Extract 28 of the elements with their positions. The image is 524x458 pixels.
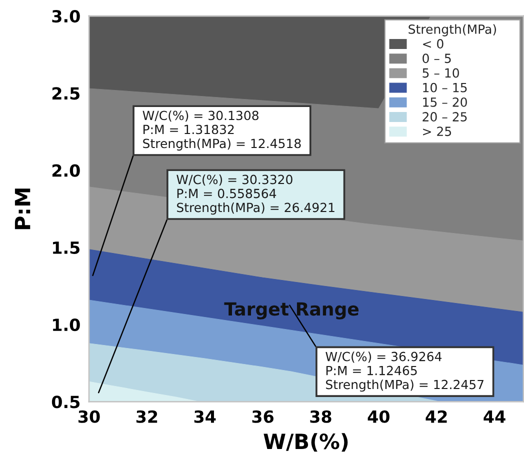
- legend-label: 5 – 10: [422, 68, 459, 78]
- x-tick-label: 34: [194, 410, 216, 423]
- annotation: W/C(%) = 30.1308 P:M = 1.31832 Strength(MPa) = 12.4518: [142, 110, 301, 151]
- x-tick-label: 30: [78, 410, 100, 423]
- y-tick-label: 2.5: [52, 87, 80, 100]
- x-tick-label: 40: [368, 410, 390, 423]
- legend-label: < 0: [423, 39, 444, 49]
- x-tick-label: 32: [136, 410, 158, 423]
- y-tick-label: 3.0: [52, 10, 80, 23]
- y-tick-label: 1.0: [53, 318, 80, 332]
- x-tick-label: 38: [310, 410, 332, 423]
- legend-label: 0 – 5: [422, 54, 451, 64]
- legend-label: 10 – 15: [423, 82, 467, 92]
- legend-title: Strength(MPa): [408, 24, 496, 36]
- legend-label: > 25: [423, 126, 452, 136]
- x-tick-label: 36: [252, 410, 274, 423]
- x-axis-title: W/B(%): [264, 433, 348, 452]
- annotation: W/C(%) = 30.3320 P:M = 0.558564 Strength(MPa) = 26.4921: [176, 174, 334, 215]
- x-tick-label: 44: [484, 410, 506, 423]
- annotation: Target Range: [224, 302, 359, 320]
- legend-label: 15 – 20: [423, 97, 467, 107]
- legend-label: 20 – 25: [422, 112, 467, 122]
- y-tick-label: 0.5: [52, 396, 80, 408]
- y-axis-title: P:M: [14, 188, 30, 230]
- annotation: W/C(%) = 36.9264 P:M = 1.12465 Strength(MPa) = 12.2457: [326, 352, 484, 392]
- x-tick-label: 42: [426, 410, 447, 423]
- y-tick-label: 1.5: [53, 242, 80, 254]
- y-tick-label: 2.0: [52, 164, 80, 177]
